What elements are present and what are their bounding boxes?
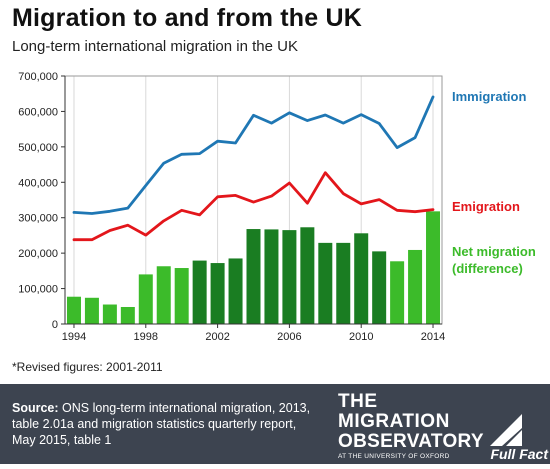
net-migration-bar [372,251,387,324]
emigration-series-label: Emigration [452,199,520,214]
series-lines [72,95,435,242]
logo-line-observatory: OBSERVATORY [338,431,484,452]
net-migration-bar [156,266,171,324]
footer-bar: Source: ONS long-term international migr… [0,384,550,464]
revised-figures-note: *Revised figures: 2001-2011 [12,360,163,374]
net-migration-bar [228,258,243,324]
y-tick-label: 700,000 [18,71,58,83]
net-migration-bar [66,296,81,324]
net-migration-bar [408,249,423,324]
logo-line-oxford: AT THE UNIVERSITY OF OXFORD [338,453,450,460]
x-tick-label: 2014 [421,331,445,343]
x-tick-label: 2006 [277,331,301,343]
net-migration-bar [390,261,405,324]
migration-observatory-logo: THE MIGRATION OBSERVATORY AT THE UNIVERS… [338,392,484,461]
net-migration-bar [138,274,153,324]
immigration-series-label: Immigration [452,89,526,104]
x-tick-label: 1998 [134,331,158,343]
y-tick-label: 300,000 [18,213,58,225]
net-migration-bar [336,242,351,324]
net-migration-bar [264,229,279,324]
immigration-line [72,95,435,215]
full-fact-logo: Full Fact [472,402,550,464]
source-label: Source: [12,401,59,415]
net-migration-bar [120,306,135,324]
emigration-line [72,171,435,242]
source-text: Source: ONS long-term international migr… [12,400,312,448]
migration-chart: 1994 1998 2002 2006 2010 2014 0 100,000 200,000 3… [18,71,536,343]
x-tick-label: 1994 [62,331,86,343]
axes: 1994 1998 2002 2006 2010 2014 0 100,000 200,000 3… [18,71,445,343]
net-migration-series-label-sub: (difference) [452,261,523,276]
logo-line-the: THE [338,391,378,412]
chart-subtitle: Long-term international migration in the… [12,38,298,55]
net-migration-bar [102,304,117,324]
y-tick-label: 500,000 [18,142,58,154]
full-fact-mark-icon [490,414,522,446]
page-title: Migration to and from the UK [12,4,363,32]
net-migration-bar [354,233,369,324]
net-migration-bar [426,211,441,324]
net-migration-series-label: Net migration [452,244,536,259]
y-tick-label: 0 [52,319,58,331]
series-labels: Immigration Emigration Net migration (di… [452,89,536,276]
net-migration-bar [192,260,207,324]
full-fact-text: Full Fact [490,446,548,462]
y-tick-label: 200,000 [18,248,58,260]
net-migration-bar [300,227,315,324]
logo-line-migration: MIGRATION [338,411,450,432]
x-tick-label: 2002 [205,331,229,343]
net-migration-bar [318,242,333,324]
x-tick-label: 2010 [349,331,373,343]
net-migration-bar [84,297,99,324]
source-description: ONS long-term international migration, 2… [12,401,311,447]
y-tick-label: 100,000 [18,284,58,296]
net-migration-bar [210,263,225,324]
net-migration-bars [66,211,441,324]
net-migration-bar [174,268,189,324]
net-migration-bar [282,230,297,324]
y-tick-label: 400,000 [18,177,58,189]
y-tick-label: 600,000 [18,106,58,118]
net-migration-bar [246,229,261,324]
